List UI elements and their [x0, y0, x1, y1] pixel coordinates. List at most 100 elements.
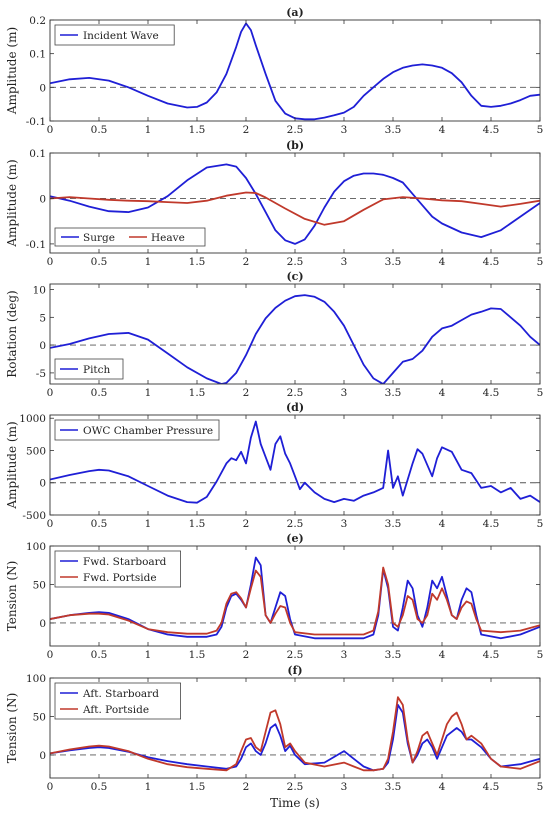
panel-title: (e) — [286, 532, 303, 545]
x-tick-label: 3 — [341, 124, 348, 136]
x-tick-label: 3 — [341, 649, 348, 661]
legend-label-0: Fwd. Starboard — [83, 556, 167, 568]
series-line-0 — [50, 420, 540, 504]
x-tick-label: 3 — [341, 387, 348, 399]
x-tick-label: 1 — [145, 781, 152, 793]
y-tick-label: 50 — [33, 579, 46, 591]
legend-box — [54, 358, 124, 380]
x-tick-label: 1 — [145, 387, 152, 399]
x-tick-label: 3 — [341, 518, 348, 530]
y-tick-label: 0.1 — [29, 148, 46, 160]
x-tick-label: 2 — [243, 781, 250, 793]
x-tick-label: 0 — [47, 781, 54, 793]
series-line-0 — [50, 163, 540, 245]
legend-box — [54, 419, 220, 441]
y-tick-label: 0.2 — [29, 15, 46, 27]
legend-label-0: Incident Wave — [83, 30, 159, 42]
x-tick-label: 4.5 — [483, 649, 500, 661]
y-tick-label: 100 — [26, 541, 46, 553]
x-tick-label: 1.5 — [189, 649, 206, 661]
x-tick-label: 4.5 — [483, 781, 500, 793]
x-tick-label: 2 — [243, 649, 250, 661]
y-tick-label: 1000 — [19, 413, 46, 425]
legend-label-1: Heave — [151, 232, 185, 244]
x-tick-label: 2 — [243, 387, 250, 399]
x-tick-label: 0.5 — [91, 124, 108, 136]
y-tick-label: 0 — [39, 340, 46, 352]
y-tick-label: 0 — [39, 750, 46, 762]
x-tick-label: 1.5 — [189, 781, 206, 793]
x-tick-label: 5 — [537, 124, 544, 136]
x-tick-label: 4 — [439, 256, 446, 268]
x-tick-label: 1 — [145, 256, 152, 268]
y-tick-label: 0 — [39, 82, 46, 94]
x-tick-label: 4.5 — [483, 518, 500, 530]
series-line-1 — [50, 696, 540, 772]
series-line-1 — [50, 566, 540, 636]
panel-title: (a) — [286, 6, 304, 19]
panel-title: (d) — [286, 401, 304, 414]
legend-label-0: OWC Chamber Pressure — [83, 425, 213, 437]
x-tick-label: 2.5 — [287, 124, 304, 136]
x-tick-label: 0.5 — [91, 781, 108, 793]
x-tick-label: 1.5 — [189, 256, 206, 268]
panel-1: (b)0 0.5 1 1.5 2 2.5 3 3.5 4 4.5 5-0.100.1Amplitud… — [5, 139, 543, 268]
x-tick-label: 4.5 — [483, 124, 500, 136]
x-tick-label: 0.5 — [91, 518, 108, 530]
y-axis-label: Rotation (deg) — [5, 290, 19, 378]
y-tick-label: 100 — [26, 673, 46, 685]
y-tick-label: -0.1 — [26, 116, 46, 128]
y-tick-label: 500 — [26, 445, 46, 457]
series-line-1 — [50, 191, 540, 226]
x-tick-label: 0 — [47, 518, 54, 530]
legend-label-0: Pitch — [83, 364, 111, 376]
y-axis-label: Amplitude (m) — [5, 159, 19, 247]
y-tick-label: 50 — [33, 711, 46, 723]
x-tick-label: 1.5 — [189, 387, 206, 399]
x-tick-label: 1 — [145, 518, 152, 530]
x-tick-label: 1 — [145, 649, 152, 661]
series-line-0 — [50, 294, 540, 384]
y-tick-label: 5 — [39, 312, 46, 324]
x-tick-label: 0.5 — [91, 649, 108, 661]
x-tick-label: 4 — [439, 518, 446, 530]
x-tick-label: 4.5 — [483, 387, 500, 399]
panel-0: (a)0 0.5 1 1.5 2 2.5 3 3.5 4 4.5 5-0.100.10.2Ampli… — [5, 6, 543, 136]
legend-label-0: Surge — [83, 232, 115, 244]
x-tick-label: 2.5 — [287, 256, 304, 268]
legend-box — [54, 24, 175, 46]
y-tick-label: -5 — [36, 368, 46, 380]
x-tick-label: 3 — [341, 256, 348, 268]
x-tick-label: 0 — [47, 256, 54, 268]
y-tick-label: 0 — [39, 618, 46, 630]
legend-box — [54, 682, 181, 720]
legend-label-0: Aft. Starboard — [82, 688, 159, 700]
x-tick-label: 3.5 — [385, 124, 402, 136]
x-tick-label: 0.5 — [91, 387, 108, 399]
series-line-0 — [50, 704, 540, 772]
panel-title: (f) — [287, 664, 302, 677]
x-tick-label: 3.5 — [385, 518, 402, 530]
legend-label-1: Fwd. Portside — [83, 572, 157, 584]
x-tick-label: 4 — [439, 124, 446, 136]
x-tick-label: 3 — [341, 781, 348, 793]
x-tick-label: 3.5 — [385, 387, 402, 399]
x-tick-label: 1.5 — [189, 518, 206, 530]
x-tick-label: 4 — [439, 781, 446, 793]
x-tick-label: 5 — [537, 387, 544, 399]
y-tick-label: 0 — [39, 193, 46, 205]
legend-label-1: Aft. Portside — [82, 704, 149, 716]
x-tick-label: 2.5 — [287, 649, 304, 661]
x-tick-label: 0.5 — [91, 256, 108, 268]
y-tick-label: 0.1 — [29, 49, 46, 61]
x-tick-label: 2.5 — [287, 781, 304, 793]
x-tick-label: 5 — [537, 781, 544, 793]
panel-title: (c) — [286, 270, 303, 283]
y-axis-label: Tension (N) — [5, 561, 19, 632]
x-tick-label: 2 — [243, 518, 250, 530]
x-tick-label: 5 — [537, 518, 544, 530]
